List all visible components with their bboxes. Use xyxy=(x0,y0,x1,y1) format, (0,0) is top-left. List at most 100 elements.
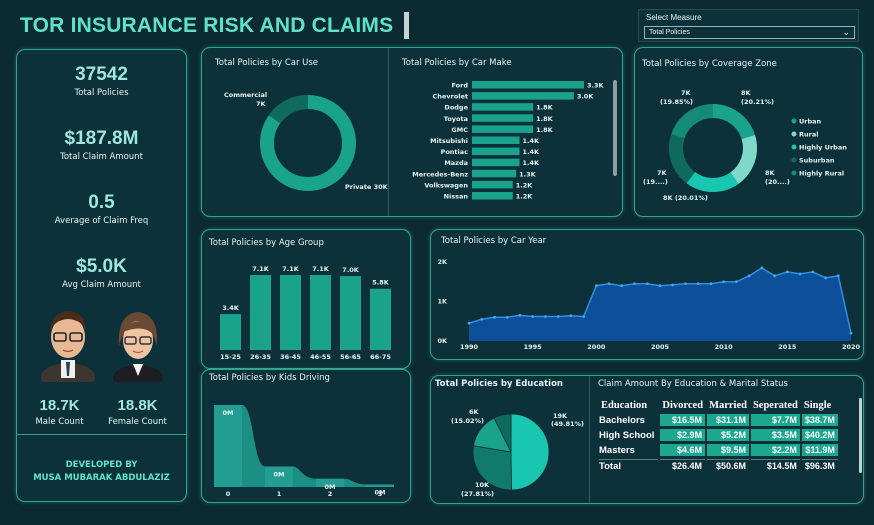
car-make-data-label: 3.0K xyxy=(577,93,595,101)
male-count-value: 18.7K xyxy=(39,397,80,414)
car-year-card: Total Policies by Car Year 2K 1K 0K 1990 199… xyxy=(430,229,864,360)
car-make-bar-chart[interactable]: Ford 3.3K Chevrolet 3.0K Dodge 1.8K Toyota 1.8K… xyxy=(390,76,612,211)
age-group-bar xyxy=(280,275,301,350)
kids-driving-data-label: 0M xyxy=(223,409,234,417)
total-policies-label: Total Policies xyxy=(74,88,129,98)
car-year-area xyxy=(469,267,851,341)
matrix-header-row: Education Divorced Married Seperated Sin… xyxy=(599,400,838,411)
car-year-y-tick: 2K xyxy=(437,258,448,266)
age-group-category-label: 36-45 xyxy=(280,353,301,361)
select-measure-value: Total Policies xyxy=(649,29,690,36)
legend-dot xyxy=(791,157,797,163)
car-make-category-label: Mercedes-Benz xyxy=(412,170,468,178)
age-group-title: Total Policies by Age Group xyxy=(209,238,324,248)
matrix-header-single[interactable]: Single xyxy=(803,400,832,411)
kids-driving-column xyxy=(214,405,242,487)
car-make-bar xyxy=(472,114,534,122)
claim-freq-value: 0.5 xyxy=(88,192,115,213)
matrix-cell: $3.5M xyxy=(750,429,800,441)
age-group-data-label: 3.4K xyxy=(222,304,240,312)
car-make-data-label: 1.4K xyxy=(523,148,541,156)
car-year-point xyxy=(658,284,662,288)
edu-label-masters-pct: (15.02%) xyxy=(451,417,484,425)
car-year-point xyxy=(836,274,840,278)
select-measure-slicer[interactable]: Select Measure Total Policies ⌄ xyxy=(638,9,859,42)
age-group-bar xyxy=(310,275,331,350)
legend-dot xyxy=(791,131,797,137)
age-group-bar-chart[interactable]: 3.4K 15-25 7.1K 26-35 7.1K 36-45 7.1K 46-55 7.0K… xyxy=(202,230,410,368)
car-year-point xyxy=(798,272,802,276)
matrix-row-label: Masters xyxy=(599,444,635,456)
car-make-bar xyxy=(472,136,520,144)
matrix-cell: $9.5M xyxy=(707,444,749,456)
coverage-donut[interactable]: 7K (19.85%) 8K (20.21%) 8K (20....) 8K (… xyxy=(635,48,863,216)
car-year-area-chart[interactable]: 2K 1K 0K 1990 1995 2000 2005 2010 2015 2020 xyxy=(431,230,863,359)
coverage-zone-card: Total Policies by Coverage Zone 7K (19.8… xyxy=(634,47,863,217)
car-make-scrollbar[interactable] xyxy=(613,80,617,176)
car-make-bar xyxy=(472,81,584,89)
coverage-legend-item: Rural xyxy=(799,131,818,139)
car-make-data-label: 1.3K xyxy=(519,170,537,178)
table-row[interactable]: Bachelors $16.5M $31.1M $7.7M $38.7M xyxy=(599,414,838,426)
select-measure-dropdown[interactable]: Total Policies ⌄ xyxy=(644,26,855,39)
age-group-bar xyxy=(370,288,391,350)
table-row[interactable]: Masters $4.6M $9.5M $2.2M $11.9M xyxy=(599,444,838,456)
matrix-cell: $7.7M xyxy=(750,414,800,426)
matrix-cell: $16.5M xyxy=(660,414,706,426)
car-year-point xyxy=(645,282,649,286)
age-group-category-label: 26-35 xyxy=(250,353,271,361)
avg-claim-amount-value: $5.0K xyxy=(76,256,127,277)
avg-claim-amount-label: Avg Claim Amount xyxy=(62,280,141,290)
total-policies-value: 37542 xyxy=(75,64,128,85)
car-make-data-label: 1.8K xyxy=(536,104,554,112)
male-avatar xyxy=(41,311,95,382)
matrix-cell: $38.7M xyxy=(801,414,838,426)
car-year-x-tick: 2000 xyxy=(587,343,606,351)
total-claim-amount-label: Total Claim Amount xyxy=(60,152,143,162)
education-slice xyxy=(510,413,550,491)
edu-table-scrollbar[interactable] xyxy=(859,398,862,473)
car-make-bar xyxy=(472,192,513,200)
car-year-point xyxy=(544,315,547,318)
car-year-x-tick: 1990 xyxy=(460,343,479,351)
car-year-point xyxy=(747,274,751,278)
car-year-point xyxy=(709,282,713,286)
car-year-point xyxy=(467,321,471,325)
coverage-label-1: 7K xyxy=(681,89,692,97)
chevron-down-icon[interactable]: ⌄ xyxy=(842,27,850,37)
table-row[interactable]: High School $2.9M $5.2M $3.5M $40.2M xyxy=(599,429,838,441)
edu-label-highschool-pct: (27.81%) xyxy=(461,490,494,498)
car-make-data-label: 1.8K xyxy=(536,126,554,134)
age-group-data-label: 7.1K xyxy=(282,265,300,273)
matrix-total-cell: $50.6M xyxy=(707,459,749,472)
kids-driving-data-label: 0M xyxy=(325,483,336,491)
car-make-title: Total Policies by Car Make xyxy=(402,58,512,68)
kids-driving-title: Total Policies by Kids Driving xyxy=(209,373,330,383)
age-group-data-label: 7.0K xyxy=(342,266,360,274)
car-use-label-commercial-value: 7K xyxy=(256,100,267,108)
coverage-legend-item: Highly Rural xyxy=(799,170,844,178)
car-year-x-tick: 2015 xyxy=(778,343,797,351)
matrix-header-married[interactable]: Married xyxy=(709,400,747,411)
coverage-label-3: 8K xyxy=(765,169,776,177)
matrix-cell: $2.2M xyxy=(750,444,800,456)
matrix-header-divorced[interactable]: Divorced xyxy=(662,400,704,411)
age-group-bar xyxy=(220,314,241,350)
education-pie-title: Total Policies by Education xyxy=(435,379,563,389)
matrix-header-separated[interactable]: Seperated xyxy=(752,400,798,411)
age-group-category-label: 66-75 xyxy=(370,353,391,361)
car-year-point xyxy=(518,313,522,317)
car-use-donut[interactable]: Commercial 7K Private 30K xyxy=(202,48,388,216)
matrix-header-education[interactable]: Education xyxy=(601,400,648,411)
kids-driving-column xyxy=(265,466,293,487)
male-count-label: Male Count xyxy=(35,417,84,427)
car-year-point xyxy=(620,284,624,288)
age-group-category-label: 46-55 xyxy=(310,353,331,361)
matrix-cell: $40.2M xyxy=(801,429,838,441)
education-pie[interactable]: 19K (49.81%) 6K (15.02%) 10K (27.81%) xyxy=(431,376,589,503)
car-make-data-label: 1.8K xyxy=(536,115,554,123)
car-make-category-label: Mitsubishi xyxy=(430,137,468,145)
car-make-bar xyxy=(472,169,517,178)
car-make-category-label: Nissan xyxy=(444,193,469,201)
